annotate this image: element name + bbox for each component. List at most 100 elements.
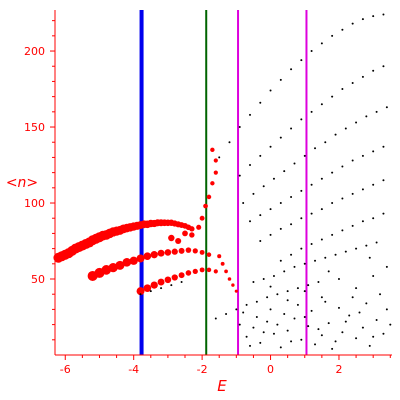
x-tick-label: -2 bbox=[197, 363, 208, 376]
x-tick-label: 2 bbox=[335, 363, 342, 376]
red-point bbox=[182, 230, 188, 237]
black-point bbox=[249, 344, 252, 347]
black-point bbox=[262, 278, 265, 281]
black-point bbox=[249, 164, 252, 167]
black-point bbox=[355, 287, 358, 290]
black-point bbox=[368, 256, 371, 259]
black-point bbox=[355, 121, 358, 124]
black-point bbox=[382, 65, 385, 68]
red-point bbox=[178, 272, 185, 279]
black-point bbox=[351, 224, 354, 227]
red-point bbox=[206, 267, 212, 273]
black-point bbox=[385, 265, 388, 268]
black-point bbox=[348, 314, 351, 317]
red-point bbox=[122, 257, 132, 267]
black-point bbox=[382, 332, 385, 335]
black-point bbox=[320, 103, 323, 106]
red-point bbox=[136, 254, 145, 263]
black-point bbox=[351, 22, 354, 25]
black-point bbox=[344, 320, 347, 323]
black-point bbox=[361, 154, 364, 157]
black-point bbox=[320, 334, 323, 337]
black-point bbox=[385, 106, 388, 109]
x-tick-label: 0 bbox=[267, 363, 274, 376]
black-point bbox=[279, 202, 282, 205]
black-point bbox=[324, 141, 327, 144]
red-point bbox=[143, 284, 152, 292]
black-point bbox=[300, 217, 303, 220]
black-point bbox=[279, 78, 282, 81]
black-point bbox=[310, 243, 313, 246]
red-point bbox=[199, 249, 205, 255]
black-point bbox=[290, 223, 293, 226]
black-point bbox=[266, 296, 269, 299]
red-point bbox=[189, 232, 195, 238]
black-point bbox=[331, 171, 334, 174]
red-point bbox=[196, 224, 202, 230]
y-tick-label: 50 bbox=[31, 273, 45, 286]
red-point bbox=[206, 194, 212, 200]
black-point bbox=[368, 344, 371, 347]
red-point bbox=[213, 269, 218, 274]
black-point bbox=[382, 145, 385, 148]
x-tick-label: -4 bbox=[128, 363, 139, 376]
black-point bbox=[320, 238, 323, 241]
black-point bbox=[341, 331, 344, 334]
x-axis-label: E bbox=[217, 377, 227, 395]
black-point bbox=[320, 208, 323, 211]
black-point bbox=[255, 300, 258, 303]
black-point bbox=[269, 285, 272, 288]
black-point bbox=[317, 328, 320, 331]
black-point bbox=[235, 308, 238, 311]
black-point bbox=[351, 159, 354, 162]
red-point bbox=[164, 249, 172, 256]
black-point bbox=[279, 259, 282, 262]
black-point bbox=[279, 136, 282, 139]
black-point bbox=[382, 179, 385, 182]
black-point bbox=[320, 42, 323, 45]
black-point bbox=[310, 110, 313, 113]
black-point bbox=[300, 118, 303, 121]
black-point bbox=[372, 150, 375, 153]
black-point bbox=[276, 323, 279, 326]
y-tick-label: 100 bbox=[24, 197, 45, 210]
black-point bbox=[327, 322, 330, 325]
black-point bbox=[365, 302, 368, 305]
black-point bbox=[334, 133, 337, 136]
red-point bbox=[213, 170, 218, 175]
black-point bbox=[379, 293, 382, 296]
black-point bbox=[286, 329, 289, 332]
red-point bbox=[178, 247, 185, 254]
red-point bbox=[164, 276, 172, 284]
black-point bbox=[300, 338, 303, 341]
black-point bbox=[341, 88, 344, 91]
black-point bbox=[290, 253, 293, 256]
black-point bbox=[259, 240, 262, 243]
black-point bbox=[303, 262, 306, 265]
black-point bbox=[351, 81, 354, 84]
black-point bbox=[160, 287, 163, 290]
vertical-lines bbox=[139, 10, 308, 355]
black-point bbox=[320, 177, 323, 180]
red-point bbox=[115, 260, 125, 270]
black-point bbox=[300, 59, 303, 62]
red-point bbox=[171, 248, 178, 255]
black-point bbox=[283, 312, 286, 315]
black-point bbox=[331, 202, 334, 205]
black-point bbox=[252, 281, 255, 284]
y-axis-label: <n> bbox=[6, 175, 38, 191]
black-point bbox=[389, 323, 392, 326]
black-point bbox=[266, 320, 269, 323]
black-point bbox=[385, 308, 388, 311]
black-point bbox=[307, 325, 310, 328]
black-point bbox=[344, 250, 347, 253]
black-point bbox=[279, 346, 282, 349]
black-point bbox=[382, 13, 385, 16]
black-point bbox=[286, 299, 289, 302]
black-point bbox=[245, 303, 248, 306]
black-point bbox=[331, 233, 334, 236]
black-point bbox=[375, 319, 378, 322]
black-point bbox=[300, 247, 303, 250]
black-point bbox=[372, 69, 375, 72]
